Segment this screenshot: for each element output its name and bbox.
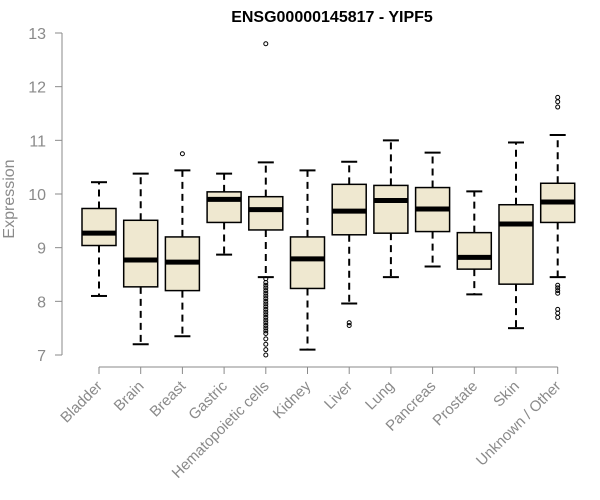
outlier-point — [263, 322, 269, 328]
y-tick-label: 12 — [28, 80, 46, 97]
iqr-box — [289, 236, 326, 290]
outlier-point — [555, 288, 561, 294]
outlier-point — [263, 341, 269, 347]
iqr-box — [456, 231, 493, 270]
box-kidney — [289, 169, 326, 351]
y-tick-label: 9 — [37, 241, 46, 258]
outlier-point — [263, 331, 269, 337]
iqr-box — [206, 191, 242, 224]
outlier-point — [555, 104, 561, 110]
y-axis: 7 8 9 10 11 12 13 — [28, 26, 63, 365]
box-breast — [164, 151, 201, 338]
outlier-point — [263, 296, 269, 302]
outlier-point — [555, 285, 561, 291]
outlier-point — [346, 322, 352, 328]
category-label: Prostate — [430, 378, 482, 430]
box-prostate — [456, 190, 493, 296]
outlier-point — [263, 309, 269, 315]
y-tick-label: 8 — [37, 294, 46, 311]
outlier-point — [346, 320, 352, 326]
y-tick-label: 7 — [37, 348, 46, 365]
box-liver — [331, 160, 367, 328]
outlier-point — [263, 352, 269, 358]
outlier-point — [555, 314, 561, 320]
category-label: Brain — [111, 378, 148, 415]
outlier-point — [263, 288, 269, 294]
outlier-point — [555, 282, 561, 288]
outlier-point — [179, 151, 185, 157]
outlier-point — [263, 347, 269, 353]
outlier-point — [263, 282, 269, 288]
category-label: Breast — [147, 377, 190, 420]
box-brain — [122, 172, 159, 346]
outlier-point — [263, 314, 269, 320]
outlier-point — [263, 325, 269, 331]
box-bladder — [81, 181, 117, 297]
outlier-point — [263, 290, 269, 296]
outlier-point — [263, 317, 269, 323]
outlier-point — [263, 293, 269, 299]
category-label: Lung — [362, 378, 398, 414]
y-tick-label: 11 — [29, 133, 46, 150]
outlier-point — [555, 94, 561, 100]
box-pancreas — [414, 151, 451, 268]
box-lung — [373, 139, 409, 279]
iqr-box — [498, 203, 534, 285]
category-label: Bladder — [57, 378, 106, 427]
chart-title: ENSG00000145817 - YIPF5 — [231, 9, 433, 26]
box-hematopoietic-cells — [248, 41, 284, 358]
outlier-point — [263, 41, 269, 47]
box-gastric — [206, 172, 242, 256]
outlier-point — [263, 285, 269, 291]
outlier-point — [263, 280, 269, 286]
iqr-box — [373, 184, 409, 234]
outlier-point — [555, 290, 561, 296]
boxes-layer — [81, 41, 576, 358]
iqr-box — [122, 219, 159, 288]
outlier-point — [263, 298, 269, 304]
category-label: Liver — [321, 378, 356, 413]
outlier-point — [263, 336, 269, 342]
outlier-point — [263, 304, 269, 310]
y-axis-label: Expression — [1, 159, 18, 238]
outlier-point — [263, 306, 269, 312]
y-tick-label: 10 — [28, 187, 46, 204]
category-label: Skin — [490, 378, 523, 411]
box-unknown-other — [539, 94, 576, 320]
iqr-box — [81, 207, 117, 247]
outlier-point — [263, 328, 269, 334]
y-tick-label: 13 — [28, 26, 46, 43]
outlier-point — [263, 312, 269, 318]
outlier-point — [263, 301, 269, 307]
box-skin — [498, 141, 534, 330]
outlier-point — [555, 99, 561, 105]
outlier-point — [263, 320, 269, 326]
category-label: Kidney — [270, 377, 315, 422]
iqr-box — [248, 195, 284, 231]
